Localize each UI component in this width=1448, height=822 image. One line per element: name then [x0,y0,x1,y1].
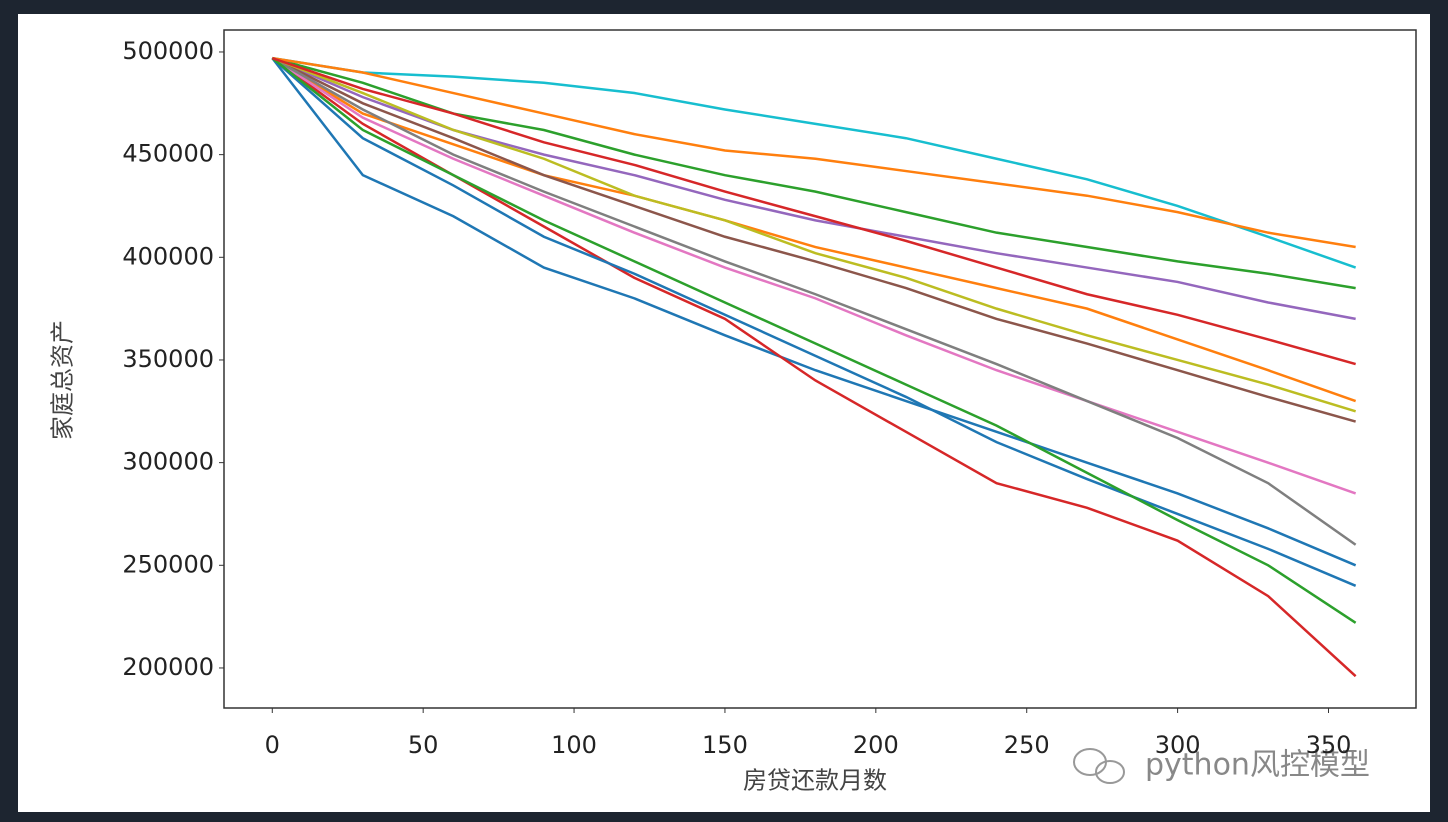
series-line [271,57,1357,403]
x-tick-label: 200 [853,731,899,759]
series-line [271,57,1357,546]
series-line [272,56,1357,269]
x-tick-label: 250 [1004,731,1050,759]
x-tick-label: 150 [702,731,748,759]
y-tick-label: 450000 [122,140,214,168]
series-line [271,57,1357,495]
series-line [271,57,1357,624]
y-tick-label: 250000 [122,550,214,578]
x-tick-label: 0 [265,731,280,759]
x-tick-label: 350 [1306,731,1352,759]
series-line [271,56,1357,413]
series-line [272,56,1356,249]
watermark: python风控模型 [1145,748,1370,783]
panel [18,14,1430,812]
series-line [271,57,1357,567]
y-tick-label: 500000 [122,37,214,65]
series-line [271,57,1356,423]
x-tick-label: 50 [408,731,439,759]
watermark-icon [1073,748,1125,784]
y-tick-label: 350000 [122,345,214,373]
plot-area [271,56,1357,678]
y-tick-label: 200000 [122,653,214,681]
y-tick-label: 300000 [122,448,214,476]
x-tick-label: 300 [1155,731,1201,759]
series-line [271,56,1356,366]
x-axis-label: 房贷还款月数 [743,767,887,795]
y-axis-label: 家庭总资产 [49,320,77,440]
y-tick-label: 400000 [122,242,214,270]
x-tick-label: 100 [551,731,597,759]
axes-frame [223,29,1417,709]
series-line [271,57,1357,587]
